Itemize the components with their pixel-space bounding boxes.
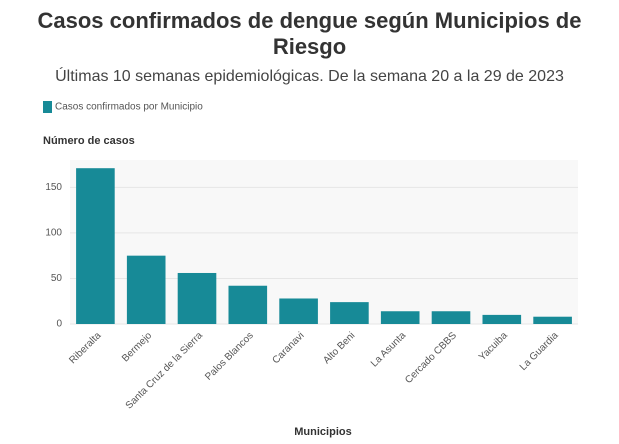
x-tick-label: Caranavi (271, 330, 307, 366)
bar (76, 168, 115, 324)
y-axis-title: Número de casos (43, 135, 135, 147)
bar (380, 311, 420, 324)
bar (533, 316, 572, 324)
legend-label: Casos confirmados por Municipio (55, 102, 203, 113)
x-tick-label: Cercado CBBS (403, 330, 459, 386)
y-tick-label: 50 (51, 273, 63, 284)
y-tick-label: 150 (45, 182, 62, 193)
x-tick-label: Bermejo (120, 330, 154, 364)
x-tick-label: Yacuiba (477, 330, 510, 363)
y-tick-label: 100 (45, 228, 62, 239)
bar (279, 298, 318, 324)
chart-title: Casos confirmados de dengue según Munici… (37, 8, 582, 59)
x-tick-label: La Guardia (518, 330, 561, 373)
x-tick-label: Alto Beni (321, 330, 357, 366)
bar (482, 314, 522, 324)
chart-subtitle: Últimas 10 semanas epidemiológicas. De l… (55, 68, 564, 85)
bar (228, 285, 268, 324)
x-tick-label: Riberalta (67, 330, 103, 366)
x-tick-label: Palos Blancos (203, 330, 256, 383)
x-tick-label: La Asunta (369, 330, 409, 370)
bar (126, 255, 166, 324)
bar (330, 302, 369, 324)
x-axis-title: Municipios (294, 426, 351, 438)
bar (431, 311, 471, 324)
bar (177, 272, 217, 324)
legend-swatch (43, 101, 52, 113)
y-tick-label: 0 (56, 319, 62, 330)
